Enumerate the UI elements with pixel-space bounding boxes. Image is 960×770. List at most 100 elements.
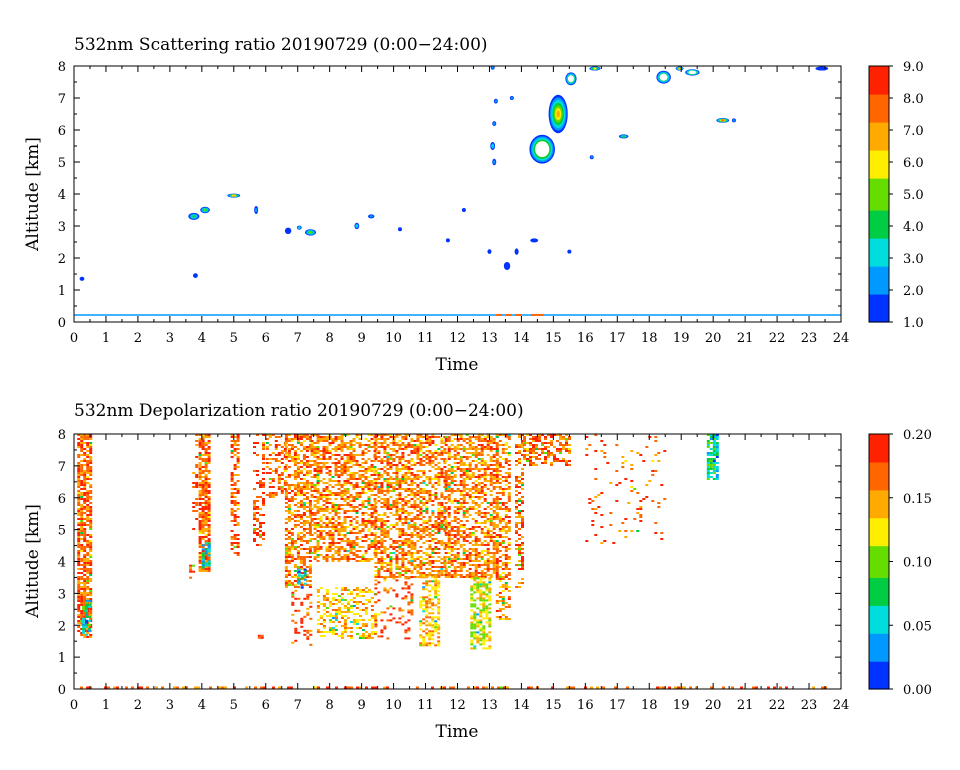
depol-cell	[262, 538, 265, 540]
depol-cell	[334, 484, 338, 486]
depol-cell	[377, 526, 381, 528]
depol-cell	[83, 502, 87, 504]
depol-cell	[468, 568, 472, 570]
depol-cell	[486, 570, 490, 572]
depol-cell	[492, 570, 496, 572]
depol-cell	[377, 442, 381, 444]
depol-cell	[201, 532, 205, 534]
depol-cell	[352, 619, 356, 621]
depol-cell	[284, 558, 288, 560]
depol-cell	[459, 574, 463, 576]
contour-level	[493, 160, 496, 164]
depol-cell	[334, 472, 338, 474]
depol-cell	[334, 446, 338, 448]
depol-cell	[476, 637, 480, 640]
depol-cell	[453, 568, 457, 570]
depol-cell	[383, 502, 387, 504]
depol-cell	[207, 538, 211, 540]
depol-cell	[395, 522, 399, 524]
depol-cell	[440, 468, 444, 470]
depol-cell	[80, 622, 84, 624]
depol-cell	[483, 468, 487, 470]
depol-cell	[492, 470, 496, 472]
depol-cell	[470, 641, 474, 644]
depol-cell	[370, 615, 374, 617]
depol-cell	[476, 577, 480, 580]
depol-cell	[322, 466, 326, 468]
depol-cell	[319, 496, 323, 498]
depol-cell	[413, 508, 417, 510]
depol-cell	[419, 622, 423, 625]
depol-cell	[380, 576, 384, 578]
depol-cell	[434, 478, 438, 480]
depol-cell	[201, 564, 205, 567]
depol-cell	[290, 560, 294, 562]
depol-cell	[374, 550, 378, 552]
depol-cell	[447, 464, 451, 466]
depol-cell	[395, 506, 399, 508]
depol-cell	[486, 568, 490, 570]
depol-cell	[428, 440, 432, 442]
depol-cell	[422, 644, 426, 647]
depol-cell	[305, 448, 309, 450]
depol-cell	[86, 466, 90, 468]
depol-cell	[444, 490, 448, 492]
depol-cell	[401, 532, 405, 534]
depol-cell	[462, 450, 466, 452]
depol-cell	[456, 444, 460, 446]
depol-cell	[422, 572, 426, 574]
depol-cell	[201, 442, 205, 444]
depol-cell	[319, 623, 323, 625]
depol-cell	[233, 538, 237, 540]
depol-cell	[322, 514, 326, 516]
depol-cell	[410, 532, 414, 534]
depol-cell	[392, 440, 396, 442]
x-tick-label: 24	[833, 331, 850, 346]
depol-cell	[367, 508, 371, 510]
depol-cell	[284, 586, 288, 588]
depol-cell	[319, 472, 323, 474]
depol-cell	[386, 480, 390, 482]
depol-cell	[462, 562, 466, 564]
depol-cell	[358, 556, 362, 558]
depol-cell	[456, 528, 460, 530]
depol-cell	[310, 524, 314, 526]
depol-cell	[471, 526, 475, 528]
depol-cell	[437, 644, 441, 647]
depol-cell	[80, 480, 84, 482]
depol-cell	[337, 488, 341, 490]
depol-cell	[294, 597, 298, 600]
depol-cell	[313, 456, 317, 458]
depol-cell	[83, 448, 87, 450]
depol-cell	[456, 540, 460, 542]
depol-cell	[361, 635, 365, 637]
depol-cell	[450, 456, 454, 458]
depol-cell	[422, 576, 426, 579]
depol-cell	[401, 522, 405, 524]
depol-cell	[410, 504, 414, 506]
depol-cell	[474, 460, 478, 462]
depol-cell	[346, 538, 350, 540]
depol-cell	[495, 448, 499, 450]
depol-cell	[407, 554, 411, 556]
depol-cell	[364, 550, 368, 552]
depol-cell	[486, 552, 490, 554]
depol-cell	[468, 496, 472, 498]
depol-cell	[470, 595, 474, 598]
depol-cell	[319, 538, 323, 540]
depol-cell	[308, 472, 312, 474]
depol-cell	[236, 490, 240, 492]
depol-cell	[340, 617, 344, 619]
depol-cell	[331, 538, 335, 540]
depol-cell	[401, 518, 405, 520]
depol-cell	[310, 520, 314, 522]
depol-cell	[86, 506, 90, 508]
depol-cell	[89, 512, 93, 514]
depol-cell	[447, 496, 451, 498]
depol-cell	[297, 578, 301, 581]
colorbar-swatch	[869, 202, 889, 207]
depol-cell	[268, 494, 272, 496]
depol-cell	[296, 474, 300, 476]
colorbar-swatch	[869, 230, 889, 235]
x-tick-label: 12	[449, 331, 466, 346]
